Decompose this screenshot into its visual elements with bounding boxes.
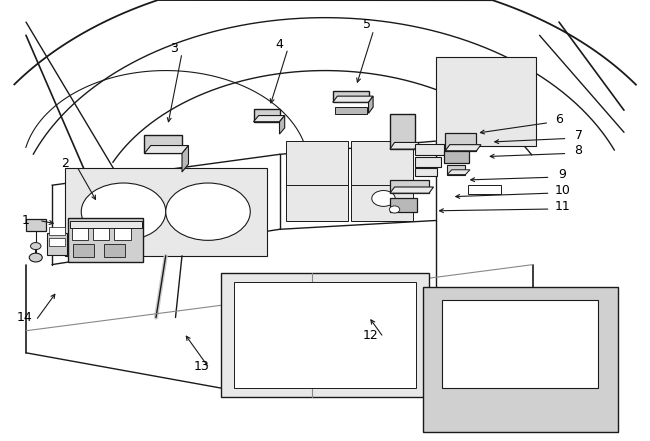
Bar	[114, 227, 131, 240]
Bar	[72, 227, 88, 240]
Bar	[447, 165, 465, 175]
Text: 1: 1	[22, 214, 30, 227]
Text: 2: 2	[61, 157, 69, 170]
Text: 6: 6	[555, 112, 563, 126]
Bar	[444, 151, 469, 163]
Bar	[442, 300, 598, 388]
Polygon shape	[422, 287, 618, 432]
Bar	[445, 133, 476, 151]
Bar	[415, 157, 441, 167]
Polygon shape	[182, 146, 188, 172]
Bar	[436, 57, 536, 146]
Polygon shape	[280, 116, 285, 134]
Bar	[415, 144, 444, 155]
Bar	[351, 141, 413, 185]
Polygon shape	[221, 273, 429, 397]
Text: 5: 5	[363, 18, 371, 31]
Bar	[415, 168, 437, 176]
Polygon shape	[65, 168, 266, 256]
Circle shape	[389, 206, 400, 213]
Text: 7: 7	[575, 129, 582, 142]
Polygon shape	[390, 187, 434, 193]
Circle shape	[166, 183, 250, 240]
Text: 10: 10	[554, 184, 570, 197]
Bar	[47, 233, 67, 255]
Bar	[333, 91, 369, 102]
Text: 13: 13	[194, 359, 209, 373]
Bar	[390, 114, 415, 149]
Polygon shape	[333, 96, 373, 102]
Bar	[144, 135, 182, 153]
Polygon shape	[254, 116, 285, 122]
Circle shape	[372, 191, 395, 206]
Bar	[68, 218, 143, 262]
Bar	[351, 176, 413, 220]
Text: 3: 3	[170, 42, 178, 55]
Bar	[335, 107, 367, 114]
Polygon shape	[144, 146, 188, 153]
Bar	[70, 220, 142, 228]
Bar	[49, 227, 65, 235]
Bar	[468, 185, 500, 194]
Bar	[49, 238, 65, 246]
Polygon shape	[390, 142, 419, 149]
Circle shape	[29, 253, 42, 262]
Text: 4: 4	[276, 37, 283, 51]
Text: 12: 12	[363, 329, 378, 342]
Bar	[390, 180, 429, 193]
Text: 11: 11	[554, 200, 570, 213]
Polygon shape	[234, 282, 416, 388]
Text: 9: 9	[558, 168, 566, 181]
Bar	[390, 198, 417, 212]
Bar	[93, 227, 109, 240]
Bar	[254, 109, 280, 122]
Text: 14: 14	[17, 311, 32, 324]
Circle shape	[31, 243, 41, 250]
Text: 8: 8	[575, 144, 582, 157]
Polygon shape	[369, 96, 373, 113]
Polygon shape	[447, 170, 470, 175]
Polygon shape	[445, 145, 481, 151]
Bar	[104, 244, 125, 257]
Bar	[73, 244, 94, 257]
Circle shape	[81, 183, 166, 240]
Bar	[26, 219, 46, 231]
Bar	[286, 141, 348, 185]
Bar	[286, 176, 348, 220]
